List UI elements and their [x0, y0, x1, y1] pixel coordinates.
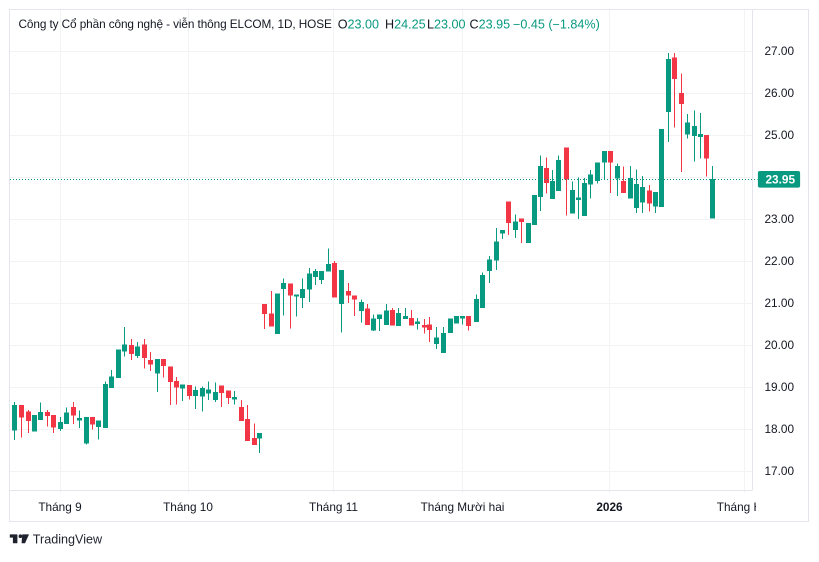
svg-text:21.00: 21.00 — [765, 296, 795, 310]
svg-text:Tháng Mười hai: Tháng Mười hai — [421, 500, 505, 514]
svg-text:23.95: 23.95 — [766, 173, 796, 187]
svg-text:2026: 2026 — [596, 500, 623, 514]
svg-text:Tháng 9: Tháng 9 — [38, 500, 81, 514]
svg-text:22.00: 22.00 — [765, 254, 795, 268]
svg-text:23.00: 23.00 — [765, 212, 795, 226]
svg-text:19.00: 19.00 — [765, 380, 795, 394]
svg-text:18.00: 18.00 — [765, 422, 795, 436]
svg-text:Tháng Hai: Tháng Hai — [717, 500, 771, 514]
svg-text:25.00: 25.00 — [765, 128, 795, 142]
svg-text:17.00: 17.00 — [765, 464, 795, 478]
svg-text:TradingView: TradingView — [33, 533, 103, 547]
svg-text:27.00: 27.00 — [765, 44, 795, 58]
svg-text:Tháng 10: Tháng 10 — [163, 500, 213, 514]
svg-text:Công ty Cổ phần công nghệ - vi: Công ty Cổ phần công nghệ - viễn thông E… — [19, 17, 333, 31]
svg-text:20.00: 20.00 — [765, 338, 795, 352]
svg-text:Tháng 11: Tháng 11 — [309, 500, 358, 514]
svg-text:26.00: 26.00 — [765, 86, 795, 100]
